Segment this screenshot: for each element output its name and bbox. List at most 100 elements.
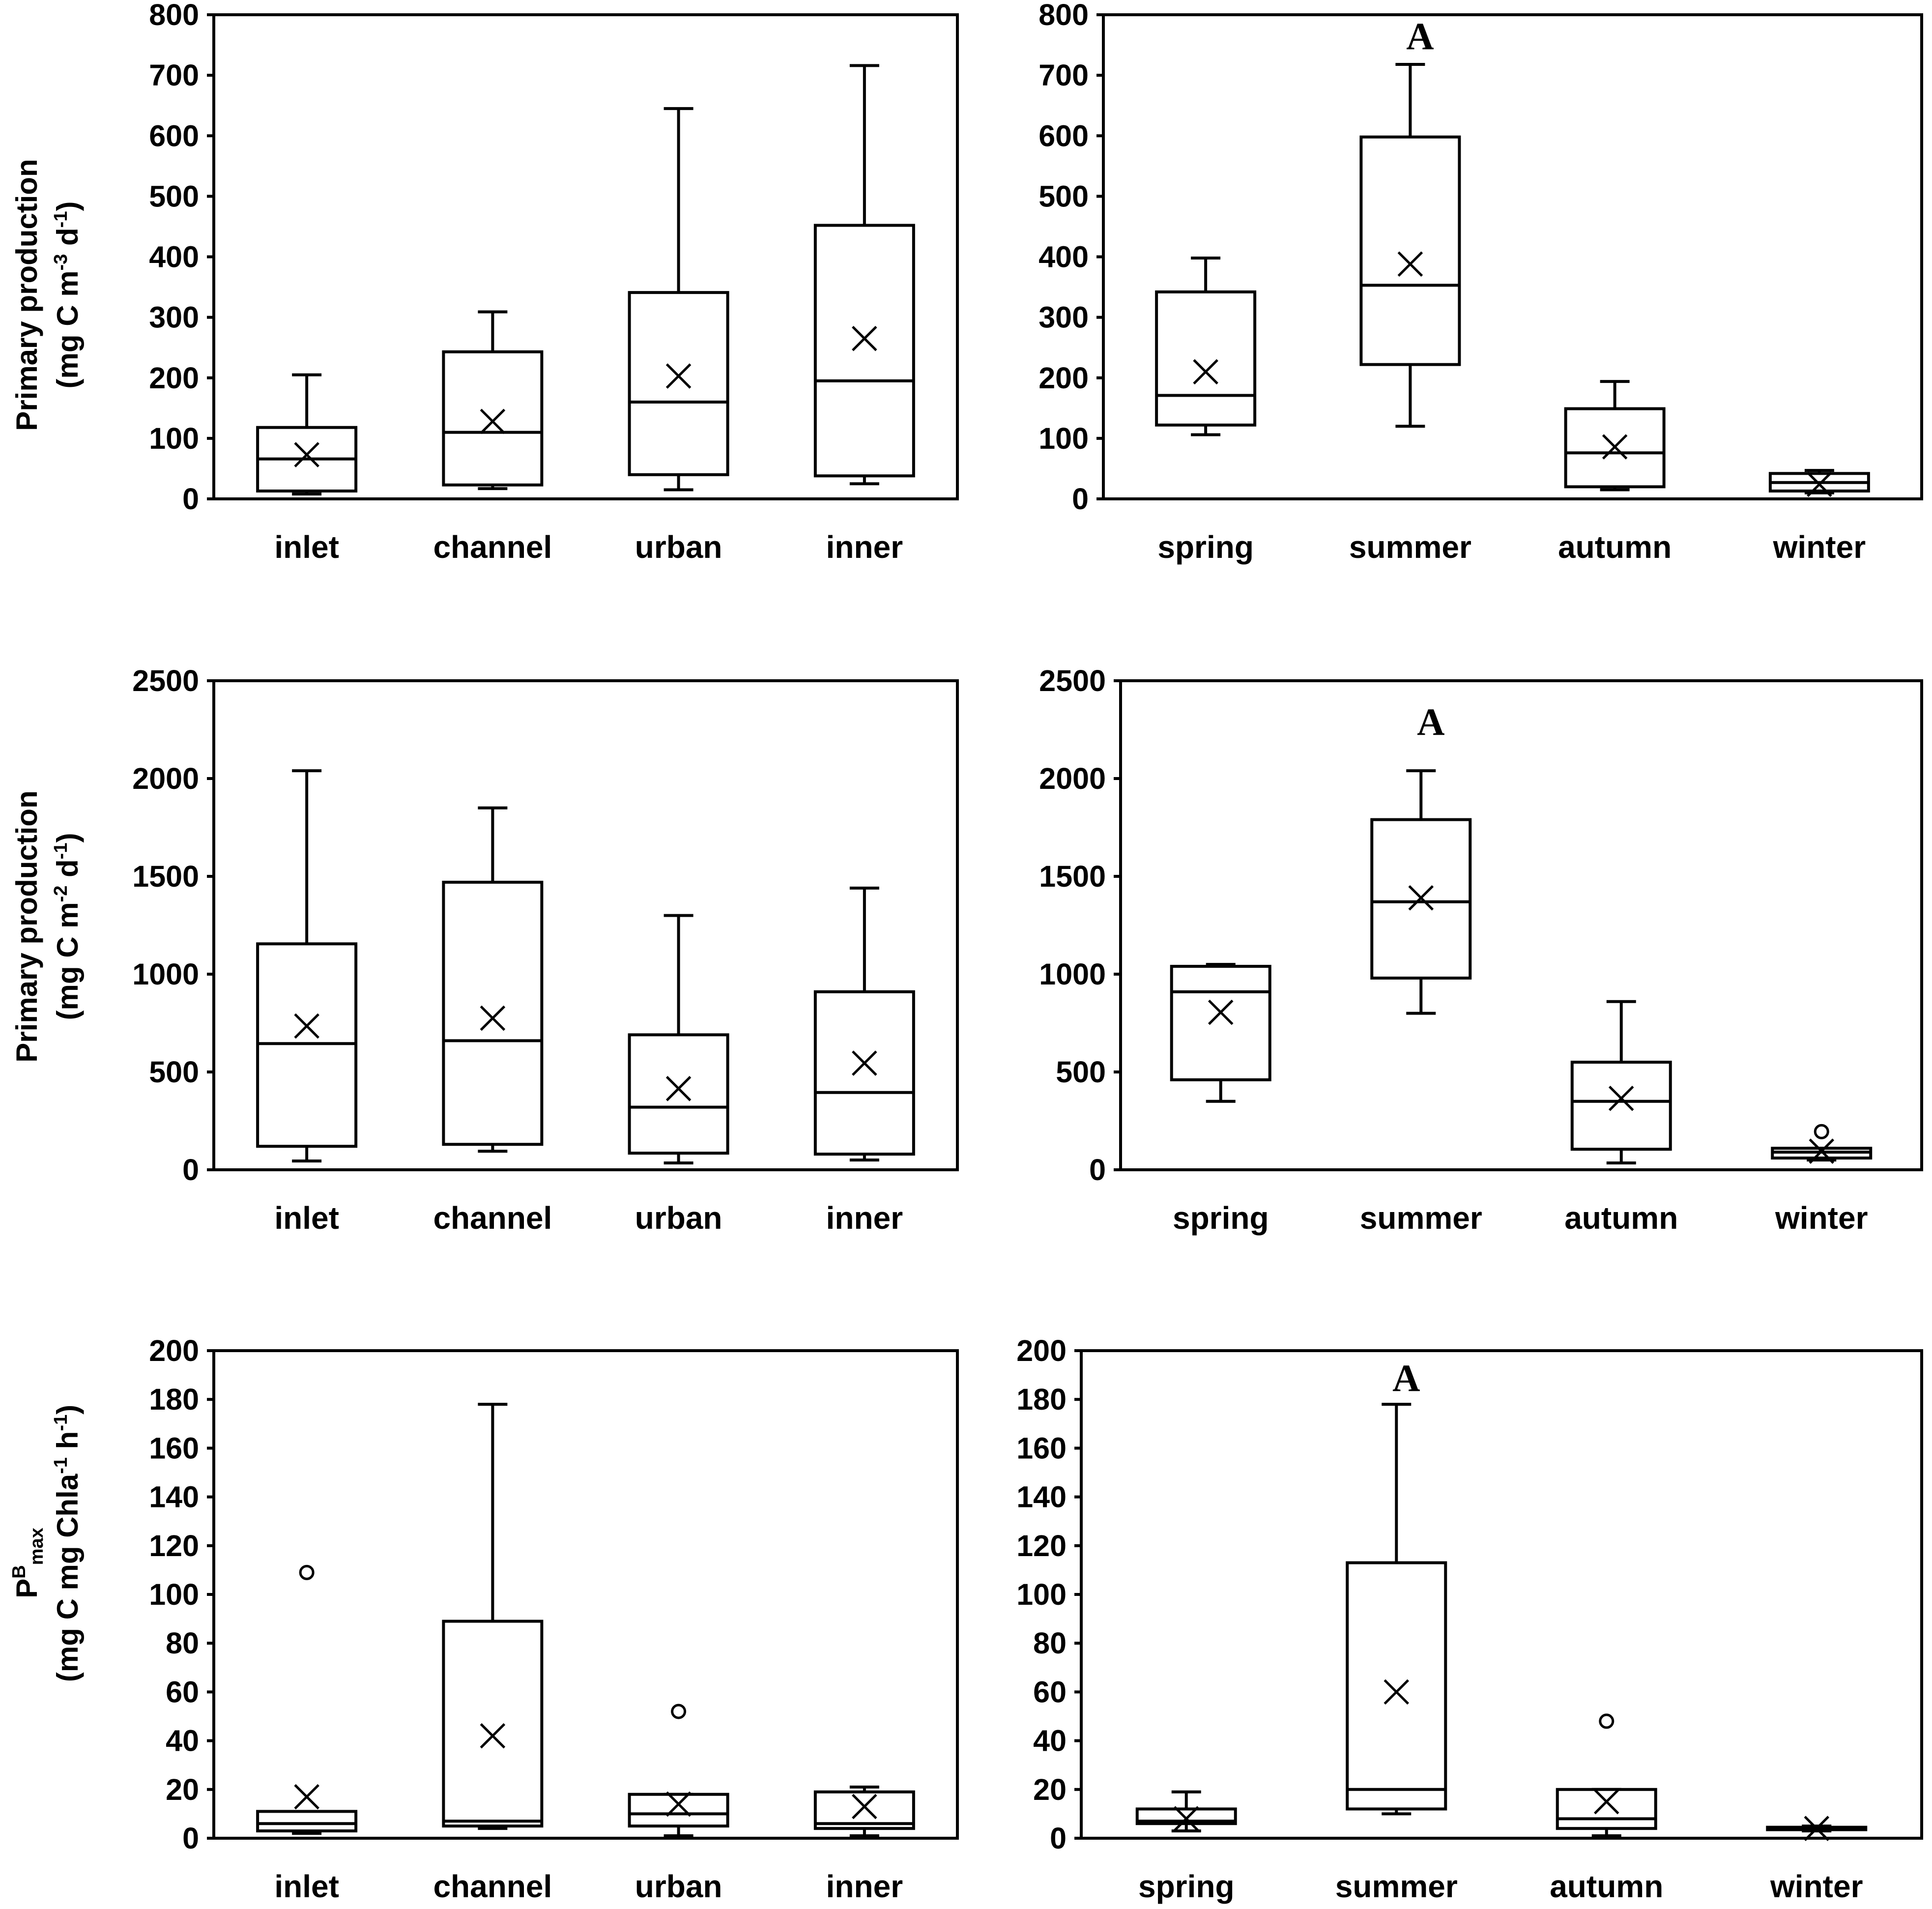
mean-stroke: [1408, 885, 1434, 911]
box-inner: [813, 64, 915, 486]
plot-frame: [212, 679, 959, 1171]
box-channel: [442, 806, 544, 1153]
x-category-label: autumn: [1564, 1200, 1678, 1236]
y-tick-label: 140: [149, 1480, 199, 1514]
y-tick-label: 120: [149, 1529, 199, 1562]
mean-stroke: [852, 1050, 877, 1076]
y-tick-label: 2500: [1039, 664, 1106, 697]
box-autumn: [1556, 1713, 1657, 1838]
box-iqr: [1170, 965, 1271, 1081]
box-iqr: [256, 1810, 358, 1833]
mean-marker: [1593, 1789, 1619, 1815]
x-category-label: summer: [1349, 529, 1471, 565]
x-category-label: spring: [1138, 1869, 1235, 1904]
mean-stroke: [665, 1076, 692, 1101]
y-tick-label: 600: [149, 119, 199, 152]
mean-marker: [480, 1005, 506, 1031]
x-category-label: inner: [826, 529, 903, 565]
mean-marker: [1193, 359, 1218, 385]
y-tick-label: 80: [166, 1626, 199, 1660]
x-category-label: autumn: [1550, 1869, 1663, 1904]
x-category-label: inlet: [274, 1869, 339, 1904]
x-category-label: urban: [635, 529, 722, 565]
y-tick-label: 700: [1038, 58, 1089, 92]
y-tick-label: 800: [1038, 0, 1089, 31]
mean-marker: [480, 1723, 506, 1749]
x-category-label: channel: [433, 1869, 552, 1904]
box-inlet: [256, 769, 358, 1163]
box-spring: [1135, 1790, 1237, 1833]
x-category-label: urban: [635, 1200, 722, 1236]
mean-stroke: [1809, 1138, 1835, 1164]
mean-marker: [852, 1793, 877, 1820]
mean-stroke: [665, 1791, 692, 1817]
y-tick-label: 80: [1033, 1626, 1067, 1660]
mean-marker: [665, 363, 692, 389]
x-category-label: spring: [1173, 1200, 1269, 1236]
mean-marker: [665, 1076, 692, 1101]
box-urban: [628, 914, 729, 1165]
panel-pp-vol-season: 0 100 200 300 400 500 600 700 800 spring summer aut…: [1038, 0, 1923, 565]
y-tick-label: 180: [1016, 1383, 1067, 1416]
mean-marker: [1384, 1679, 1410, 1705]
box-iqr: [1359, 135, 1461, 366]
x-category-label: inner: [826, 1200, 903, 1236]
ylabel-row3-line1: PBmax: [9, 1528, 47, 1598]
mean-marker: [665, 1791, 692, 1817]
y-tick-label: 600: [1038, 119, 1089, 152]
significance-annotation: A: [1406, 15, 1434, 58]
mean-marker: [1602, 434, 1628, 460]
box-iqr: [1346, 1561, 1447, 1811]
x-category-label: channel: [433, 529, 552, 565]
mean-stroke: [852, 325, 877, 351]
x-category-label: winter: [1773, 529, 1866, 565]
x-category-label: summer: [1360, 1200, 1482, 1236]
y-tick-label: 160: [1016, 1431, 1067, 1465]
plot-frame: [1119, 679, 1923, 1171]
y-tick-label: 120: [1016, 1529, 1067, 1562]
x-category-label: inner: [826, 1869, 903, 1904]
box-winter: [1766, 1816, 1868, 1841]
y-tick-label: 60: [166, 1675, 199, 1708]
box-autumn: [1564, 380, 1666, 492]
y-tick-label: 140: [1016, 1480, 1067, 1514]
x-category-label: summer: [1335, 1869, 1458, 1904]
ylabel-row1-line1: Primary production: [10, 159, 43, 431]
mean-stroke: [294, 442, 319, 467]
x-category-label: inlet: [274, 529, 339, 565]
plot-frame: [212, 1349, 959, 1840]
y-tick-label: 40: [1033, 1724, 1067, 1758]
mean-stroke: [1397, 251, 1423, 277]
box-inner: [813, 886, 915, 1162]
panel-pbmax-season: 0 20 40 60 80 100 120 140 160 180 200 spring summer a…: [1016, 1334, 1923, 1904]
y-tick-label: 160: [149, 1431, 199, 1465]
mean-stroke: [852, 1793, 877, 1820]
y-tick-label: 100: [149, 422, 199, 455]
box-iqr: [442, 880, 544, 1146]
y-tick-label: 100: [149, 1578, 199, 1611]
box-iqr: [813, 990, 915, 1156]
ylabel-row1-line2: (mg C m-3 d-1): [51, 202, 84, 389]
y-tick-label: 0: [182, 1822, 199, 1855]
mean-marker: [1408, 885, 1434, 911]
mean-stroke: [1608, 1085, 1634, 1111]
y-tick-label: 100: [1016, 1578, 1067, 1611]
box-winter: [1768, 469, 1870, 497]
mean-marker: [1208, 999, 1234, 1025]
outlier-point: [299, 1564, 315, 1580]
y-tick-label: 20: [1033, 1773, 1067, 1806]
mean-marker: [852, 1050, 877, 1076]
mean-stroke: [1807, 471, 1832, 497]
mean-stroke: [480, 1005, 506, 1031]
y-tick-label: 0: [182, 482, 199, 516]
y-tick-label: 180: [149, 1383, 199, 1416]
y-tick-label: 2500: [132, 664, 199, 697]
box-winter: [1771, 1124, 1873, 1164]
y-tick-label: 0: [1050, 1822, 1067, 1855]
mean-stroke: [1384, 1679, 1410, 1705]
box-iqr: [442, 1620, 544, 1828]
y-tick-label: 300: [1038, 301, 1089, 334]
mean-stroke: [665, 363, 692, 389]
x-category-label: urban: [635, 1869, 722, 1904]
